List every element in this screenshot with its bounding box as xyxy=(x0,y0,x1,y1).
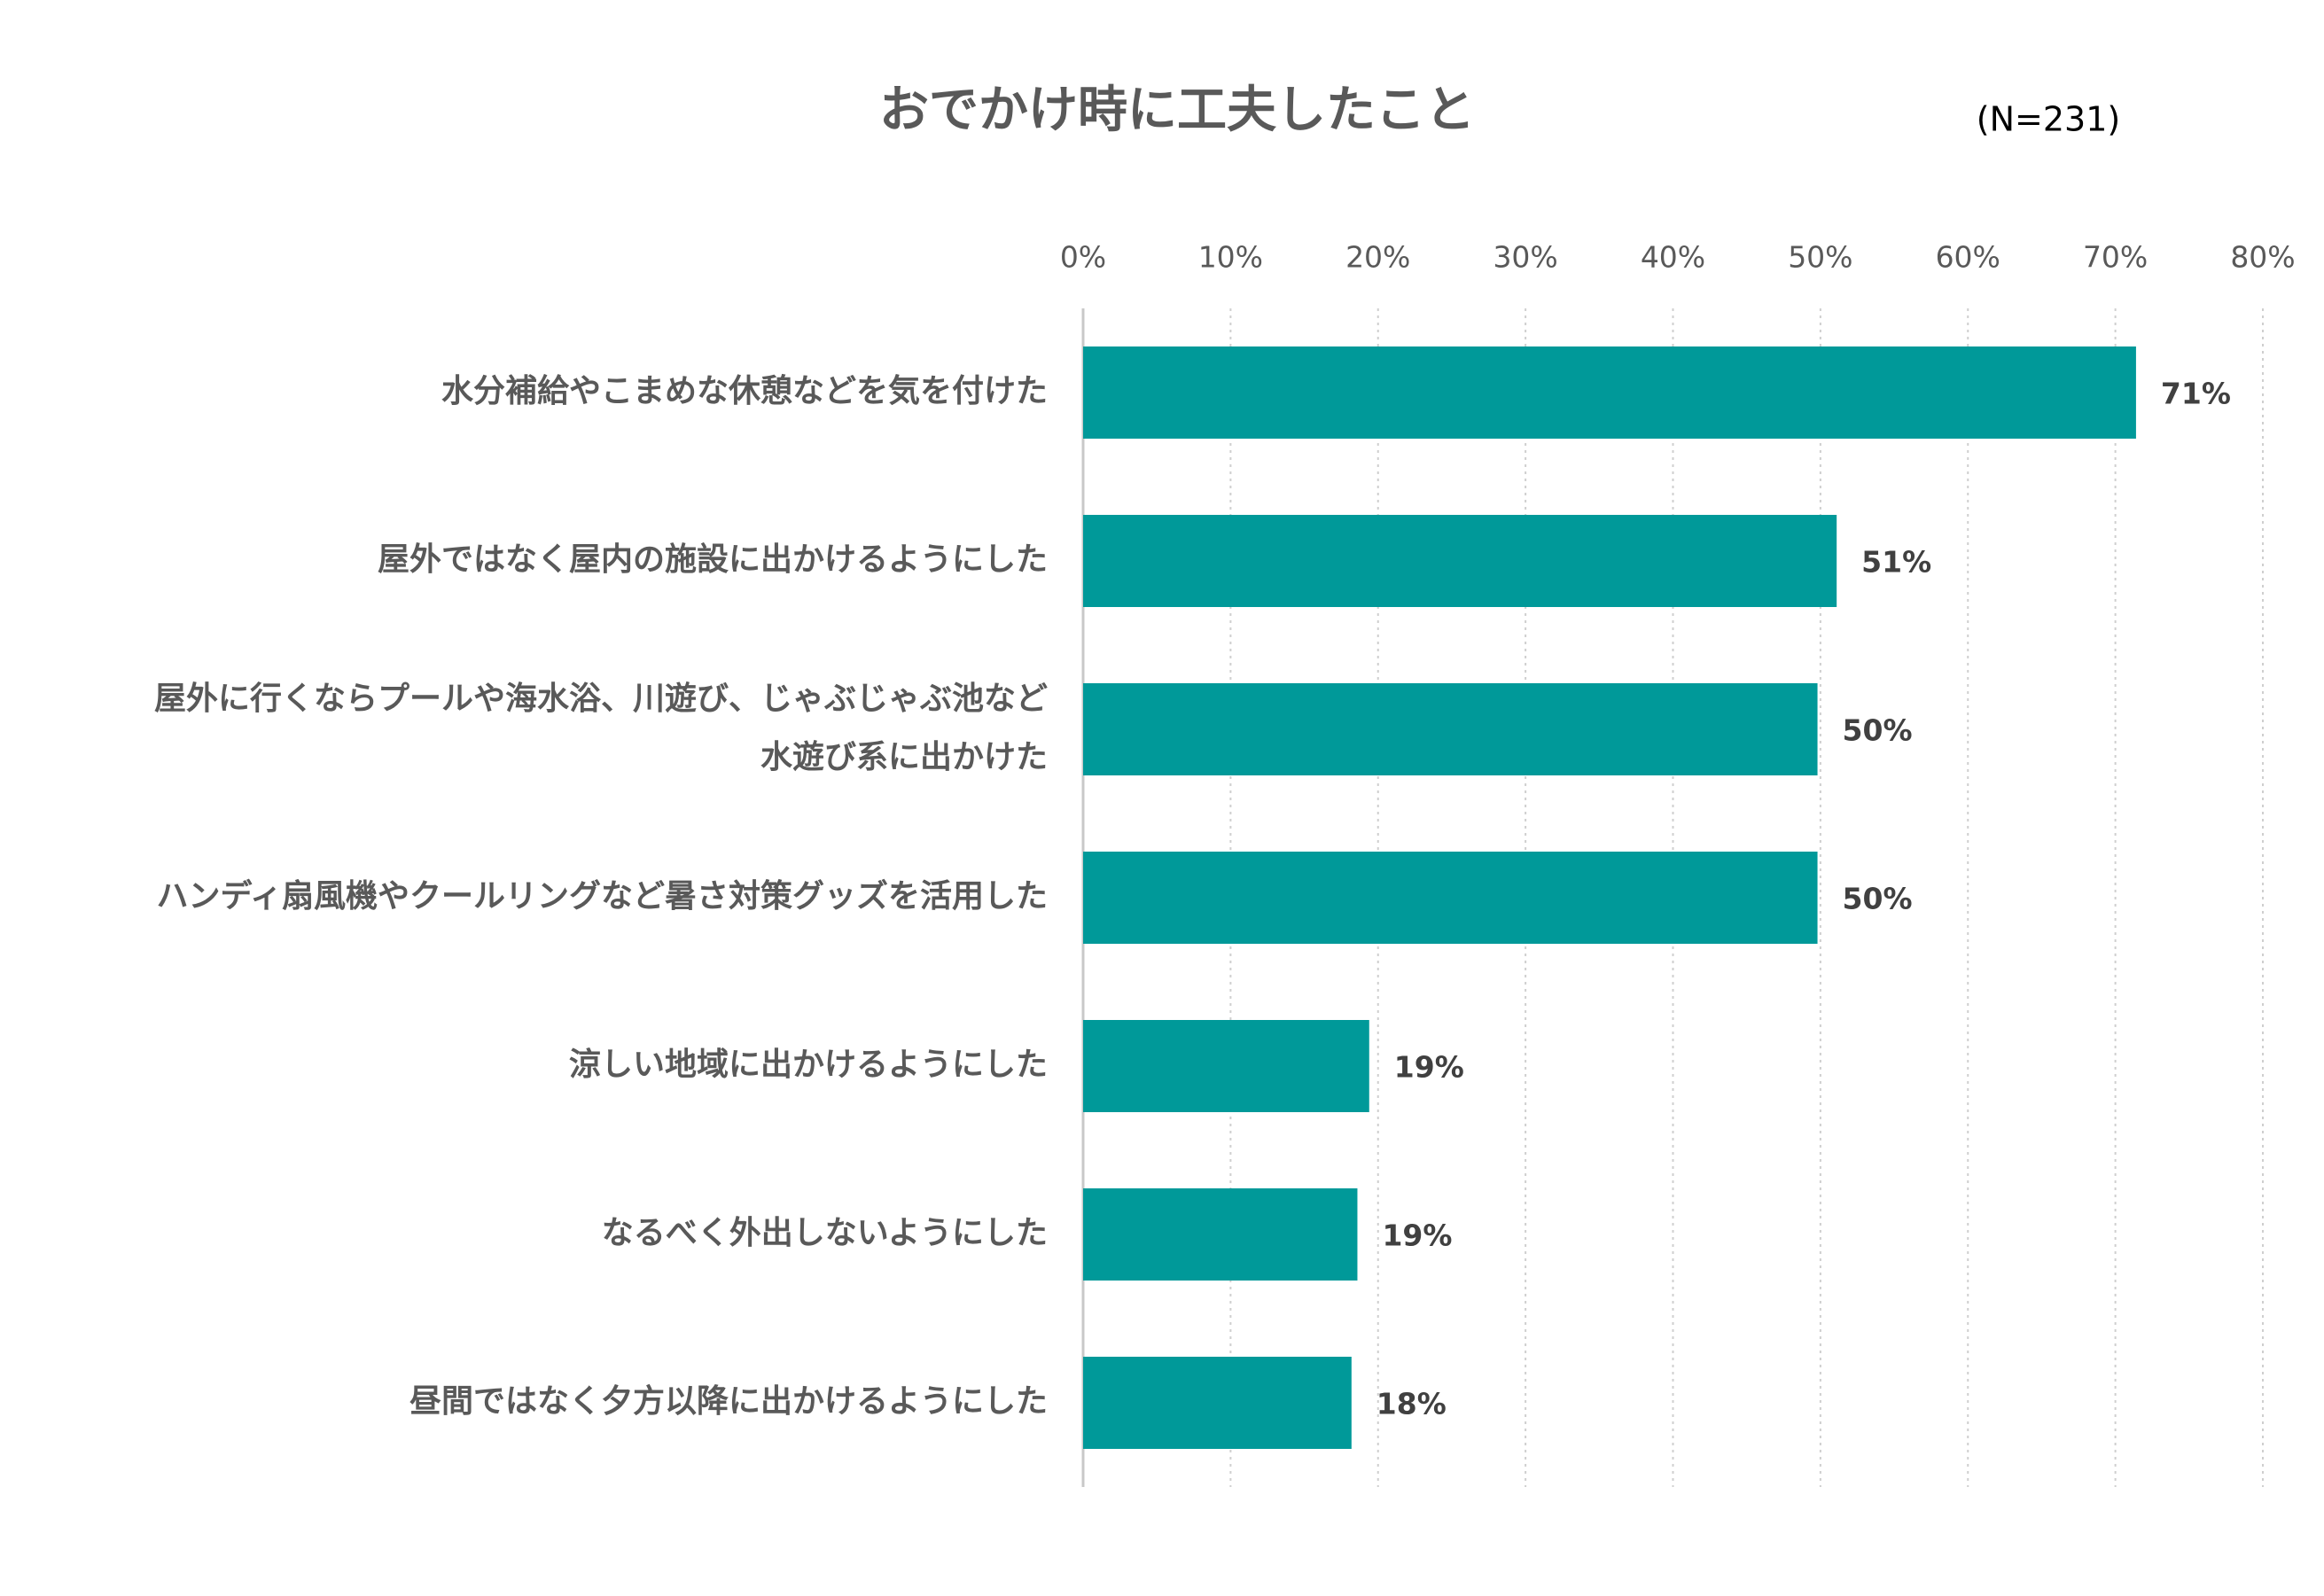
bar xyxy=(1083,346,2136,439)
chart-title: おでかけ時に工夫したこと xyxy=(879,82,1475,139)
category-label: 昼間ではなく夕方以降に出かけるようにした xyxy=(409,1383,1048,1420)
bar xyxy=(1083,852,1818,944)
data-label: 19% xyxy=(1394,1050,1464,1085)
chart-subtitle: (N=231) xyxy=(1977,100,2120,139)
x-tick-label: 80% xyxy=(2230,240,2295,275)
x-tick-label: 30% xyxy=(1493,240,1557,275)
category-label: なるべく外出しないようにした xyxy=(602,1215,1048,1251)
bar xyxy=(1083,1357,1352,1449)
category-label: ハンディ扇風機やクールリングなど暑さ対策グッズを活用した xyxy=(157,877,1048,915)
data-label: 50% xyxy=(1843,882,1913,916)
x-tick-label: 70% xyxy=(2083,240,2148,275)
bar xyxy=(1083,515,1837,607)
x-tick-label: 60% xyxy=(1936,240,2000,275)
x-tick-label: 0% xyxy=(1060,240,1106,275)
bar xyxy=(1083,1188,1358,1281)
category-label: 屋外ではなく屋内の施設に出かけるようにした xyxy=(378,541,1048,578)
data-label: 51% xyxy=(1861,545,1931,580)
category-label: 涼しい地域に出かけるようにした xyxy=(569,1047,1048,1083)
bar xyxy=(1083,1020,1369,1112)
x-tick-label: 20% xyxy=(1345,240,1410,275)
data-label: 19% xyxy=(1382,1218,1452,1253)
x-tick-label: 40% xyxy=(1641,240,1705,275)
x-tick-label: 50% xyxy=(1788,240,1852,275)
category-label: 屋外に行くならプールや海水浴、川遊び、じゃぶじゃぶ池など水遊び系に出かけた xyxy=(154,681,1048,775)
data-label: 50% xyxy=(1843,713,1913,748)
data-label: 71% xyxy=(2161,377,2231,411)
category-label: 水分補給やこまめな休憩などを気を付けた xyxy=(441,373,1048,409)
x-tick-label: 10% xyxy=(1198,240,1263,275)
bar xyxy=(1083,683,1818,775)
data-label: 18% xyxy=(1376,1387,1447,1421)
